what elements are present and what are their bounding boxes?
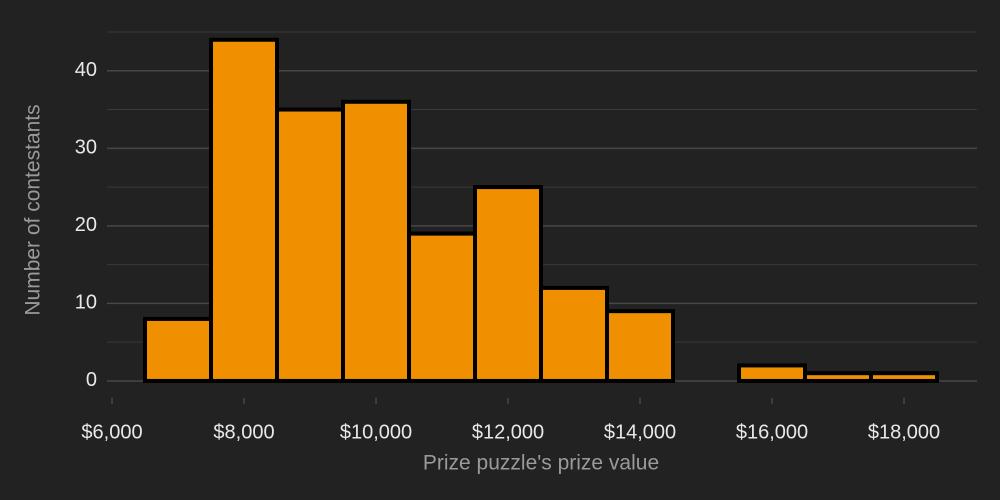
x-axis-title: Prize puzzle's prize value xyxy=(423,452,659,475)
y-axis-title: Number of contestants xyxy=(22,104,45,315)
bar xyxy=(473,185,544,383)
y-tick-label: 0 xyxy=(86,369,97,391)
bar xyxy=(143,316,214,383)
x-tick-label: $16,000 xyxy=(736,421,808,443)
bar xyxy=(209,37,280,383)
x-tick-label: $18,000 xyxy=(868,421,940,443)
bar xyxy=(605,309,676,383)
y-tick-label: 30 xyxy=(75,137,97,159)
bar xyxy=(737,363,808,383)
x-tick-label: $14,000 xyxy=(604,421,676,443)
y-tick-label: 40 xyxy=(75,59,97,81)
bar xyxy=(275,107,346,383)
bar xyxy=(803,371,874,383)
bar xyxy=(341,99,412,383)
x-tick-label: $12,000 xyxy=(472,421,544,443)
y-tick-label: 20 xyxy=(75,214,97,236)
x-tick-label: $6,000 xyxy=(81,421,142,443)
bar xyxy=(407,231,478,383)
bar xyxy=(869,371,940,383)
x-tick-label: $10,000 xyxy=(340,421,412,443)
bar xyxy=(539,285,610,383)
y-tick-label: 10 xyxy=(75,292,97,314)
x-tick-label: $8,000 xyxy=(213,421,274,443)
